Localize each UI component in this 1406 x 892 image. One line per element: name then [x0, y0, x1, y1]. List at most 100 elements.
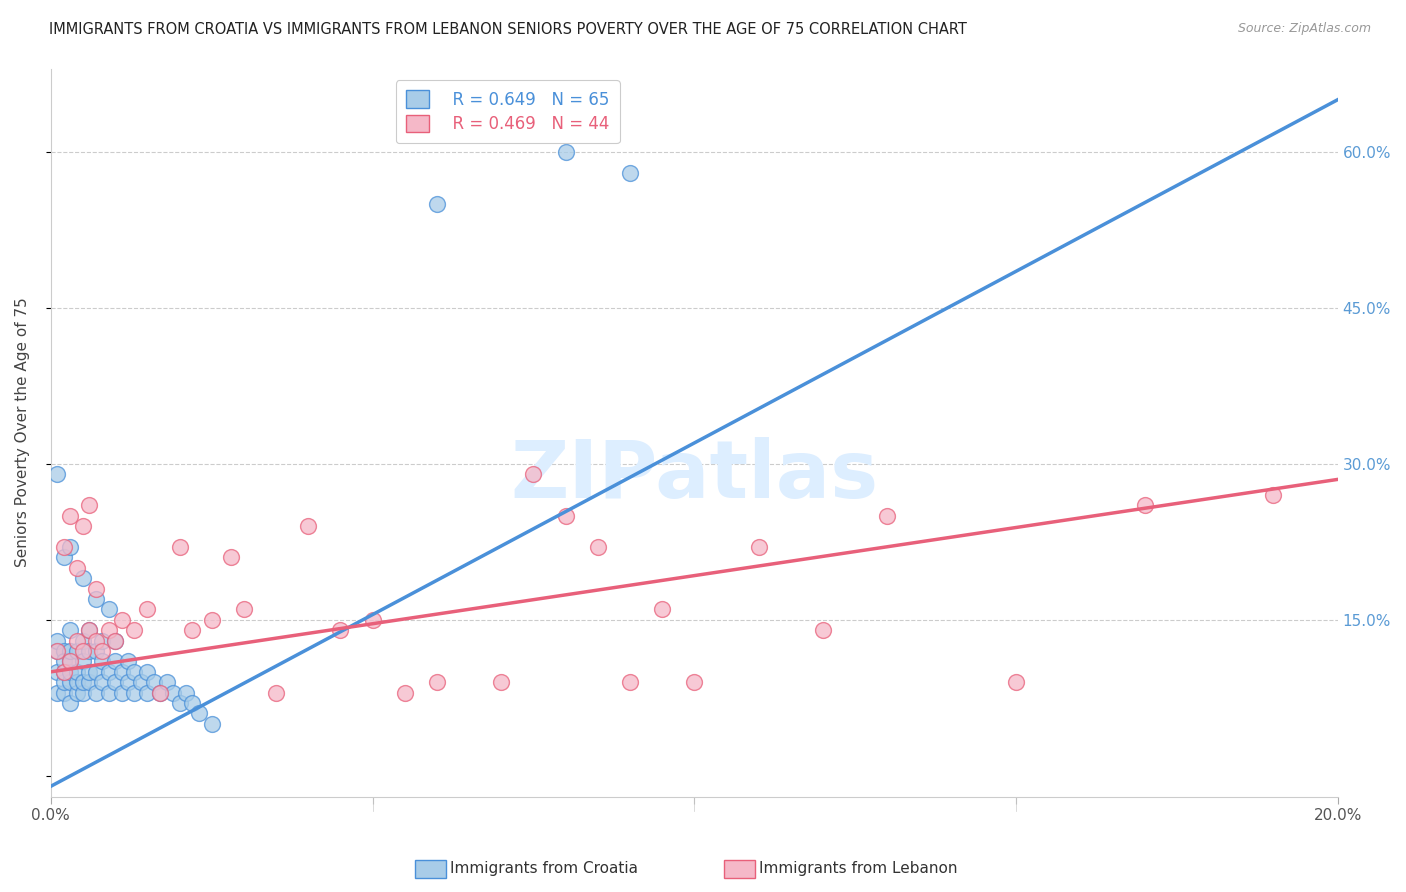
Point — [187, 706, 209, 721]
Point — [46, 686, 69, 700]
Point — [169, 540, 191, 554]
Text: Immigrants from Lebanon: Immigrants from Lebanon — [759, 862, 957, 876]
Point — [65, 561, 87, 575]
Point — [136, 602, 159, 616]
Point — [104, 655, 127, 669]
Point — [84, 582, 107, 596]
Point — [59, 508, 82, 523]
Point — [619, 165, 641, 179]
Point — [97, 624, 120, 638]
Point — [65, 633, 87, 648]
Point — [79, 644, 101, 658]
Point — [59, 665, 82, 679]
Point — [142, 675, 165, 690]
Point — [52, 550, 75, 565]
Point — [586, 540, 609, 554]
Point — [1133, 499, 1156, 513]
Point — [104, 633, 127, 648]
Point — [91, 644, 114, 658]
Point — [124, 686, 146, 700]
Point — [136, 665, 159, 679]
Point — [554, 508, 576, 523]
Point — [79, 624, 101, 638]
Point — [97, 686, 120, 700]
Point — [59, 644, 82, 658]
Point — [297, 519, 319, 533]
Point — [169, 696, 191, 710]
Point — [361, 613, 384, 627]
Point — [426, 196, 449, 211]
Point — [72, 571, 94, 585]
Text: Immigrants from Croatia: Immigrants from Croatia — [450, 862, 638, 876]
Text: Source: ZipAtlas.com: Source: ZipAtlas.com — [1237, 22, 1371, 36]
Point — [129, 675, 152, 690]
Point — [59, 655, 82, 669]
Point — [59, 696, 82, 710]
Point — [522, 467, 544, 482]
Point — [79, 624, 101, 638]
Point — [59, 655, 82, 669]
Point — [811, 624, 834, 638]
Point — [52, 686, 75, 700]
Point — [46, 644, 69, 658]
Point — [46, 644, 69, 658]
Point — [72, 686, 94, 700]
Point — [104, 633, 127, 648]
Point — [149, 686, 172, 700]
Point — [748, 540, 770, 554]
Point — [110, 613, 132, 627]
Point — [181, 696, 204, 710]
Point — [65, 644, 87, 658]
Point — [174, 686, 197, 700]
Point — [46, 665, 69, 679]
Point — [59, 624, 82, 638]
Point — [46, 633, 69, 648]
Legend:   R = 0.649   N = 65,   R = 0.469   N = 44: R = 0.649 N = 65, R = 0.469 N = 44 — [395, 80, 620, 144]
Point — [97, 665, 120, 679]
Point — [117, 655, 139, 669]
Point — [84, 644, 107, 658]
Point — [72, 655, 94, 669]
Point — [232, 602, 254, 616]
Point — [162, 686, 184, 700]
Point — [683, 675, 706, 690]
Point — [124, 624, 146, 638]
Point — [876, 508, 898, 523]
Point — [46, 467, 69, 482]
Point — [84, 633, 107, 648]
Point — [84, 592, 107, 607]
Point — [72, 675, 94, 690]
Point — [329, 624, 352, 638]
Point — [394, 686, 416, 700]
Point — [65, 675, 87, 690]
Point — [110, 665, 132, 679]
Point — [84, 686, 107, 700]
Point — [84, 665, 107, 679]
Point — [219, 550, 242, 565]
Point — [149, 686, 172, 700]
Point — [52, 665, 75, 679]
Point — [79, 499, 101, 513]
Y-axis label: Seniors Poverty Over the Age of 75: Seniors Poverty Over the Age of 75 — [15, 298, 30, 567]
Point — [52, 665, 75, 679]
Point — [52, 644, 75, 658]
Point — [181, 624, 204, 638]
Point — [72, 633, 94, 648]
Point — [201, 717, 224, 731]
Point — [1005, 675, 1028, 690]
Point — [554, 145, 576, 159]
Point — [79, 675, 101, 690]
Point — [72, 519, 94, 533]
Point — [91, 633, 114, 648]
Point — [97, 602, 120, 616]
Point — [651, 602, 673, 616]
Point — [59, 540, 82, 554]
Point — [65, 665, 87, 679]
Point — [59, 675, 82, 690]
Point — [489, 675, 512, 690]
Point — [124, 665, 146, 679]
Point — [426, 675, 449, 690]
Point — [117, 675, 139, 690]
Point — [52, 540, 75, 554]
Point — [136, 686, 159, 700]
